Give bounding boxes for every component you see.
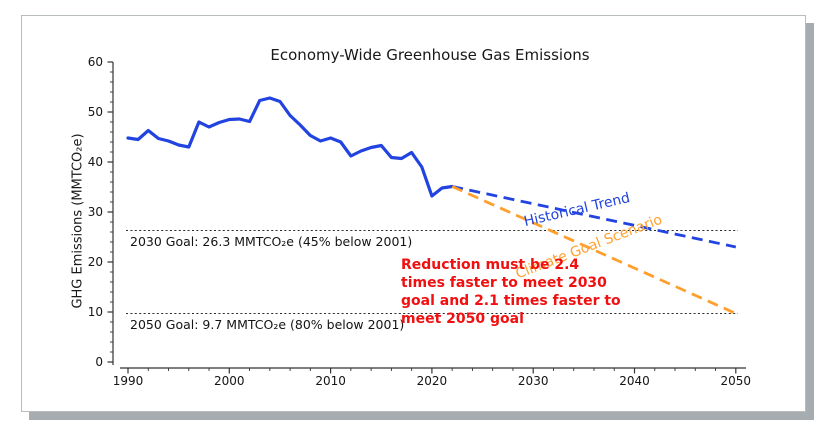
annotation-line: Reduction must be 2.4 <box>401 257 580 273</box>
svg-text:40: 40 <box>88 155 103 169</box>
svg-text:20: 20 <box>88 255 103 269</box>
svg-text:10: 10 <box>88 305 103 319</box>
svg-text:60: 60 <box>88 55 103 69</box>
svg-text:2050: 2050 <box>721 374 752 388</box>
chart-title: Economy-Wide Greenhouse Gas Emissions <box>270 46 590 64</box>
svg-text:0: 0 <box>95 355 103 369</box>
svg-text:2000: 2000 <box>214 374 245 388</box>
svg-text:30: 30 <box>88 205 103 219</box>
svg-text:2010: 2010 <box>315 374 346 388</box>
goal-2030-label: 2030 Goal: 26.3 MMTCO₂e (45% below 2001) <box>130 234 413 249</box>
annotation-line: goal and 2.1 times faster to <box>401 293 621 309</box>
reduction-annotation: Reduction must be 2.4 times faster to me… <box>401 256 621 328</box>
annotation-line: meet 2050 goal <box>401 311 524 327</box>
chart-card: 0 10 20 30 40 50 60 1990 2000 2010 2020 2030 2040 205… <box>21 15 806 412</box>
svg-text:2020: 2020 <box>417 374 448 388</box>
svg-text:50: 50 <box>88 105 103 119</box>
svg-text:2040: 2040 <box>619 374 650 388</box>
svg-text:1990: 1990 <box>113 374 144 388</box>
y-axis-label: GHG Emissions (MMTCO₂e) <box>70 133 86 309</box>
annotation-line: times faster to meet 2030 <box>401 275 607 291</box>
svg-text:2030: 2030 <box>518 374 549 388</box>
goal-2050-label: 2050 Goal: 9.7 MMTCO₂e (80% below 2001) <box>130 317 405 332</box>
